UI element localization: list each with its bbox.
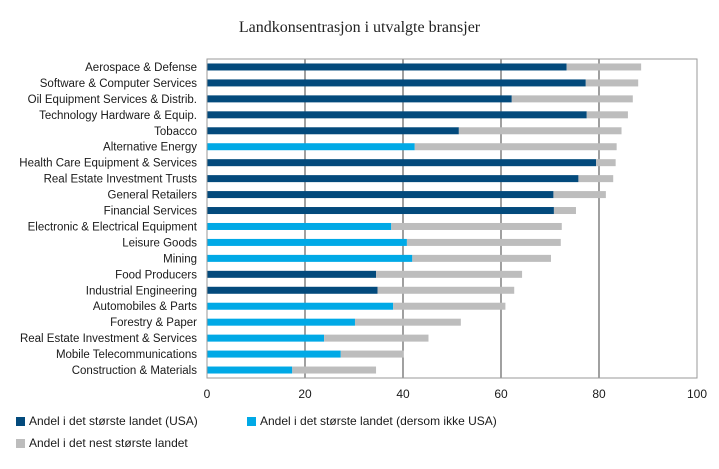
- bar-segment-non-usa: [207, 254, 413, 262]
- category-label: Software & Computer Services: [40, 78, 197, 90]
- bar-segment-second: [377, 286, 515, 294]
- category-label: Real Estate Investment Trusts: [44, 174, 198, 186]
- bar-segment-second: [412, 254, 551, 262]
- legend-item-usa: Andel i det største landet (USA): [16, 414, 198, 428]
- category-label: Mobile Telecommunications: [56, 349, 197, 361]
- bar-segment-usa: [207, 207, 554, 215]
- bar-segment-usa: [207, 270, 377, 278]
- bar-segment-second: [566, 63, 642, 71]
- bar-segment-usa: [207, 175, 579, 183]
- category-label: Financial Services: [104, 206, 198, 218]
- category-label: Industrial Engineering: [86, 285, 197, 297]
- bar-segment-second: [391, 222, 562, 230]
- legend-swatch-second: [16, 438, 25, 448]
- bar-segment-second: [376, 270, 523, 278]
- legend-item-non-usa: Andel i det største landet (dersom ikke …: [247, 414, 497, 428]
- x-tick-labels: 0 20 40 60 80 100: [204, 387, 708, 401]
- category-label: Leisure Goods: [122, 237, 197, 249]
- bar-segment-second: [354, 318, 461, 326]
- legend-swatch-usa: [16, 416, 25, 426]
- bar-segment-second: [393, 302, 506, 310]
- category-label: Technology Hardware & Equip.: [39, 110, 197, 122]
- bar-segment-usa: [207, 111, 587, 119]
- x-tick-label: 0: [204, 387, 211, 401]
- bar-segment-non-usa: [207, 318, 355, 326]
- category-label: General Retailers: [108, 190, 198, 202]
- category-labels: Aerospace & Defense Software & Computer S…: [19, 62, 197, 377]
- bar-segment-second: [414, 143, 617, 151]
- bar-segment-non-usa: [207, 143, 415, 151]
- bar-segment-second: [553, 207, 576, 215]
- legend-label-second: Andel i det nest største landet: [29, 436, 188, 450]
- bar-segment-usa: [207, 79, 586, 87]
- bar-segment-usa: [207, 191, 554, 199]
- bar-segment-second: [585, 79, 639, 87]
- x-tick-label: 100: [687, 387, 707, 401]
- category-label: Health Care Equipment & Services: [19, 158, 197, 170]
- gridlines: [304, 59, 600, 378]
- bar-segment-second: [406, 238, 561, 246]
- category-label: Food Producers: [115, 269, 197, 281]
- bars: [207, 63, 642, 374]
- bar-segment-non-usa: [207, 350, 341, 358]
- plot-frame: [206, 58, 698, 379]
- category-label: Mining: [163, 253, 197, 265]
- bar-segment-usa: [207, 63, 567, 71]
- chart-canvas: Aerospace & Defense Software & Computer S…: [19, 58, 708, 401]
- legend-label-usa: Andel i det største landet (USA): [29, 414, 198, 428]
- category-label: Aerospace & Defense: [85, 62, 197, 74]
- bar-segment-usa: [207, 286, 378, 294]
- x-tick-label: 40: [396, 387, 410, 401]
- bar-segment-second: [596, 159, 616, 167]
- bar-segment-second: [324, 334, 429, 342]
- category-label: Tobacco: [154, 126, 197, 138]
- category-label: Electronic & Electrical Equipment: [28, 221, 198, 233]
- chart-title: Landkonsentrasjon i utvalgte bransjer: [238, 19, 481, 36]
- legend-swatch-non-usa: [247, 416, 256, 426]
- category-label: Automobiles & Parts: [93, 301, 197, 313]
- category-label: Forestry & Paper: [110, 317, 197, 329]
- legend-item-second: Andel i det nest største landet: [16, 436, 188, 450]
- bar-segment-second: [292, 366, 377, 374]
- bar-segment-usa: [207, 159, 597, 167]
- x-tick-label: 60: [494, 387, 508, 401]
- category-label: Construction & Materials: [72, 365, 198, 377]
- bar-segment-non-usa: [207, 302, 394, 310]
- bar-segment-usa: [207, 95, 512, 103]
- bar-segment-second: [511, 95, 633, 103]
- bar-segment-non-usa: [207, 366, 293, 374]
- bar-segment-second: [553, 191, 606, 199]
- bar-segment-second: [340, 350, 404, 358]
- bar-segment-non-usa: [207, 238, 407, 246]
- x-tick-label: 20: [298, 387, 312, 401]
- bar-segment-second: [578, 175, 614, 183]
- bar-segment-usa: [207, 127, 459, 135]
- bar-segment-second: [586, 111, 628, 119]
- bar-segment-non-usa: [207, 222, 392, 230]
- category-label: Alternative Energy: [103, 142, 197, 154]
- category-label: Oil Equipment Services & Distrib.: [28, 94, 197, 106]
- bar-segment-non-usa: [207, 334, 325, 342]
- category-label: Real Estate Investment & Services: [20, 333, 197, 345]
- bar-segment-second: [458, 127, 622, 135]
- x-tick-label: 80: [592, 387, 606, 401]
- legend-label-non-usa: Andel i det største landet (dersom ikke …: [260, 414, 497, 428]
